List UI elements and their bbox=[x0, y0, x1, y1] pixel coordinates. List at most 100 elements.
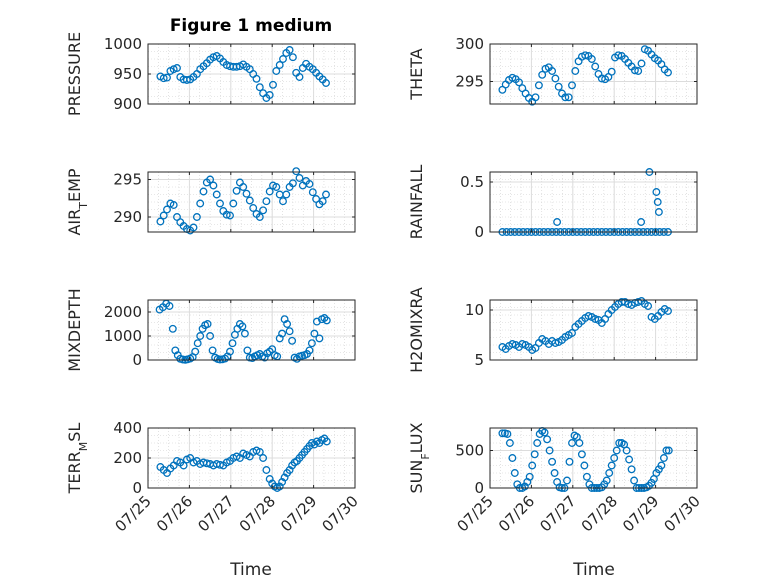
data-series bbox=[155, 299, 331, 364]
data-point bbox=[196, 332, 205, 340]
data-point bbox=[269, 80, 277, 89]
data-point bbox=[216, 460, 224, 469]
data-point bbox=[637, 218, 646, 226]
data-point bbox=[322, 437, 331, 446]
x-tick-label: 07/29 bbox=[619, 492, 662, 535]
x-tick-label: 07/25 bbox=[112, 492, 155, 535]
y-tick-label: 0 bbox=[474, 223, 484, 241]
data-point bbox=[252, 74, 261, 83]
data-point bbox=[563, 476, 571, 485]
data-point bbox=[614, 51, 623, 60]
data-point bbox=[165, 302, 174, 310]
data-point bbox=[307, 339, 316, 348]
data-point bbox=[564, 93, 573, 102]
data-point bbox=[192, 213, 201, 221]
data-point bbox=[525, 472, 534, 481]
data-point bbox=[551, 74, 560, 83]
data-point bbox=[156, 217, 165, 226]
data-point bbox=[322, 316, 331, 325]
x-tick-label: 07/27 bbox=[194, 492, 237, 535]
subplot-4: 0 0.5 RAINFALL bbox=[407, 165, 698, 241]
data-point bbox=[275, 61, 284, 69]
x-tick-label: 07/30 bbox=[661, 492, 704, 535]
y-tick-label: 290 bbox=[113, 208, 142, 226]
data-point bbox=[179, 461, 188, 470]
x-tick-label: 07/29 bbox=[277, 492, 320, 535]
data-point bbox=[182, 76, 191, 84]
data-point bbox=[315, 334, 324, 343]
data-series bbox=[156, 167, 330, 235]
y-tick-label: 0.5 bbox=[460, 173, 484, 191]
data-point bbox=[568, 329, 576, 337]
data-point bbox=[278, 329, 287, 338]
data-point bbox=[285, 327, 294, 336]
data-point bbox=[168, 324, 177, 333]
data-point bbox=[259, 454, 268, 462]
axes-box bbox=[147, 299, 356, 361]
data-point bbox=[540, 428, 549, 437]
axes-box bbox=[489, 427, 698, 489]
data-point bbox=[607, 67, 616, 76]
x-tick-label: 07/25 bbox=[454, 492, 497, 535]
data-point bbox=[580, 461, 589, 470]
data-point bbox=[159, 211, 168, 220]
data-series bbox=[498, 297, 672, 354]
data-point bbox=[607, 461, 616, 470]
y-axis-label-main: THETA bbox=[407, 48, 426, 100]
data-point bbox=[508, 340, 517, 348]
data-point bbox=[584, 312, 593, 320]
data-point bbox=[282, 190, 291, 199]
data-point bbox=[634, 67, 643, 75]
data-point bbox=[591, 315, 600, 323]
y-tick-label: 10 bbox=[465, 301, 484, 319]
data-point bbox=[554, 82, 563, 91]
data-point bbox=[538, 70, 547, 79]
data-point bbox=[206, 175, 215, 184]
data-point bbox=[259, 206, 268, 215]
data-point bbox=[521, 89, 530, 98]
y-axis-label-main: RAINFALL bbox=[407, 165, 426, 240]
data-point bbox=[249, 204, 258, 212]
subplot-6: 5 10 H2OMIXRA bbox=[407, 287, 698, 373]
data-point bbox=[245, 196, 254, 205]
y-tick-label: 2000 bbox=[104, 303, 142, 321]
y-tick-label: 0 bbox=[132, 351, 142, 369]
y-tick-label: 1000 bbox=[104, 327, 142, 345]
data-point bbox=[163, 73, 171, 82]
subplot-1: 900 950 1000 PRESSURE bbox=[65, 32, 356, 116]
data-point bbox=[288, 336, 297, 345]
data-point bbox=[196, 199, 205, 208]
data-point bbox=[265, 347, 274, 356]
data-point bbox=[548, 67, 557, 75]
y-axis-label: MIXDEPTH bbox=[65, 288, 84, 371]
data-point bbox=[550, 469, 559, 477]
data-point bbox=[498, 429, 507, 438]
data-point bbox=[322, 190, 330, 199]
data-point bbox=[605, 469, 614, 477]
data-point bbox=[322, 79, 330, 87]
x-tick-label: 07/26 bbox=[153, 492, 196, 535]
y-axis-label-subscript: F bbox=[419, 453, 432, 459]
data-point bbox=[581, 51, 590, 60]
y-tick-label: 500 bbox=[455, 442, 484, 460]
data-point bbox=[169, 201, 178, 209]
y-tick-label: 295 bbox=[455, 73, 484, 91]
data-point bbox=[240, 329, 249, 338]
data-point bbox=[275, 482, 284, 491]
data-point bbox=[242, 189, 251, 198]
data-series bbox=[156, 46, 330, 102]
data-point bbox=[159, 74, 168, 83]
data-point bbox=[534, 81, 543, 90]
data-point bbox=[232, 186, 241, 195]
data-point bbox=[654, 208, 663, 216]
data-series bbox=[498, 45, 672, 106]
data-point bbox=[615, 439, 624, 447]
data-point bbox=[531, 93, 540, 102]
y-tick-label: 300 bbox=[455, 35, 484, 53]
data-point bbox=[553, 218, 562, 226]
data-point bbox=[602, 476, 611, 485]
data-point bbox=[255, 448, 264, 456]
data-point bbox=[637, 59, 646, 68]
